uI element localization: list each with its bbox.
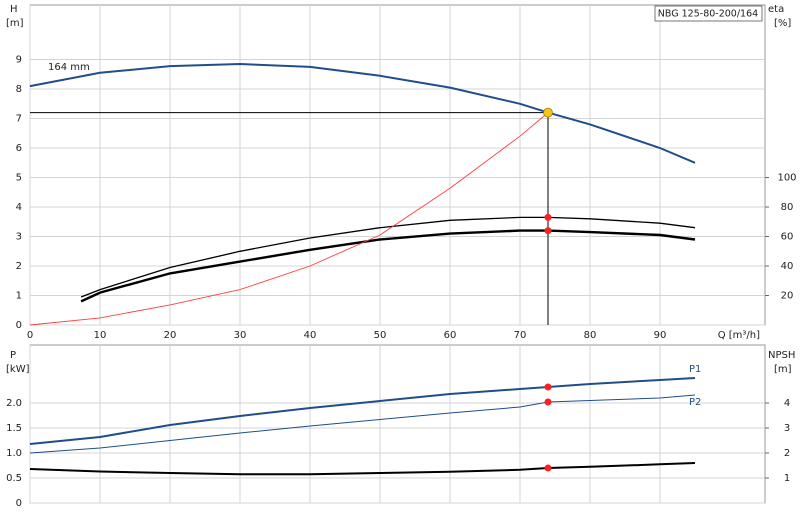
y2-axis-label: eta xyxy=(768,4,784,15)
curve xyxy=(80,229,696,303)
plot-area xyxy=(29,4,766,326)
curve-label: P2 xyxy=(689,397,701,408)
y-axis-label: P xyxy=(10,350,16,361)
y2-tick-label: 2 xyxy=(784,448,790,459)
curve xyxy=(29,462,696,476)
x-axis-label: Q [m³/h] xyxy=(718,330,760,341)
y2-tick-label: 3 xyxy=(784,423,790,434)
y-tick-label: 0.5 xyxy=(6,473,22,484)
x-tick-label: 40 xyxy=(304,330,317,341)
y-tick-label: 7 xyxy=(16,114,22,125)
x-tick-label: 20 xyxy=(164,330,177,341)
y2-axis-unit: [%] xyxy=(774,18,791,29)
curve xyxy=(80,216,696,298)
curve xyxy=(29,112,549,326)
y-tick-label: 3 xyxy=(16,232,22,243)
curve-label: P1 xyxy=(689,364,701,375)
y-tick-label: 0 xyxy=(16,498,22,509)
y2-tick-label: 20 xyxy=(781,291,794,302)
y2-tick-label: 60 xyxy=(781,232,794,243)
y2-tick-label: 80 xyxy=(781,202,794,213)
x-tick-label: 90 xyxy=(654,330,667,341)
y2-tick-label: 40 xyxy=(781,261,794,272)
x-tick-label: 50 xyxy=(374,330,387,341)
curve xyxy=(29,62,696,164)
y-tick-label: 8 xyxy=(16,84,22,95)
y2-tick-label: 4 xyxy=(784,398,790,409)
operating-marker xyxy=(544,464,552,472)
operating-marker xyxy=(544,398,552,406)
y-tick-label: 9 xyxy=(16,55,22,66)
y-tick-label: 5 xyxy=(16,173,22,184)
y-tick-label: 6 xyxy=(16,143,22,154)
operating-marker xyxy=(544,227,552,235)
y2-tick-label: 1 xyxy=(784,473,790,484)
title-box xyxy=(654,5,763,22)
curve-label: 164 mm xyxy=(48,62,90,73)
curve xyxy=(29,394,696,454)
curve xyxy=(29,377,696,445)
duty-point xyxy=(543,107,553,118)
x-tick-label: 60 xyxy=(444,330,457,341)
y-tick-label: 1.5 xyxy=(6,423,22,434)
y-tick-label: 4 xyxy=(16,202,22,213)
x-tick-label: 10 xyxy=(94,330,107,341)
plot-area xyxy=(29,344,766,504)
chart-title: NBG 125-80-200/164 xyxy=(658,9,758,20)
y2-tick-label: 100 xyxy=(777,173,796,184)
y2-axis-label: NPSH xyxy=(768,350,795,361)
y-axis-label: H xyxy=(10,4,18,15)
y2-axis-unit: [m] xyxy=(774,364,792,375)
y-axis-unit: [m] xyxy=(6,18,24,29)
x-tick-label: 0 xyxy=(27,330,33,341)
y-tick-label: 0 xyxy=(16,320,22,331)
x-tick-label: 30 xyxy=(234,330,247,341)
x-tick-label: 80 xyxy=(584,330,597,341)
x-tick-label: 70 xyxy=(514,330,527,341)
operating-marker xyxy=(544,213,552,221)
y-tick-label: 1 xyxy=(16,291,22,302)
y-tick-label: 2 xyxy=(16,261,22,272)
y-tick-label: 1.0 xyxy=(6,448,22,459)
y-tick-label: 2.0 xyxy=(6,398,22,409)
operating-marker xyxy=(544,383,552,391)
y-axis-unit: [kW] xyxy=(6,364,30,375)
